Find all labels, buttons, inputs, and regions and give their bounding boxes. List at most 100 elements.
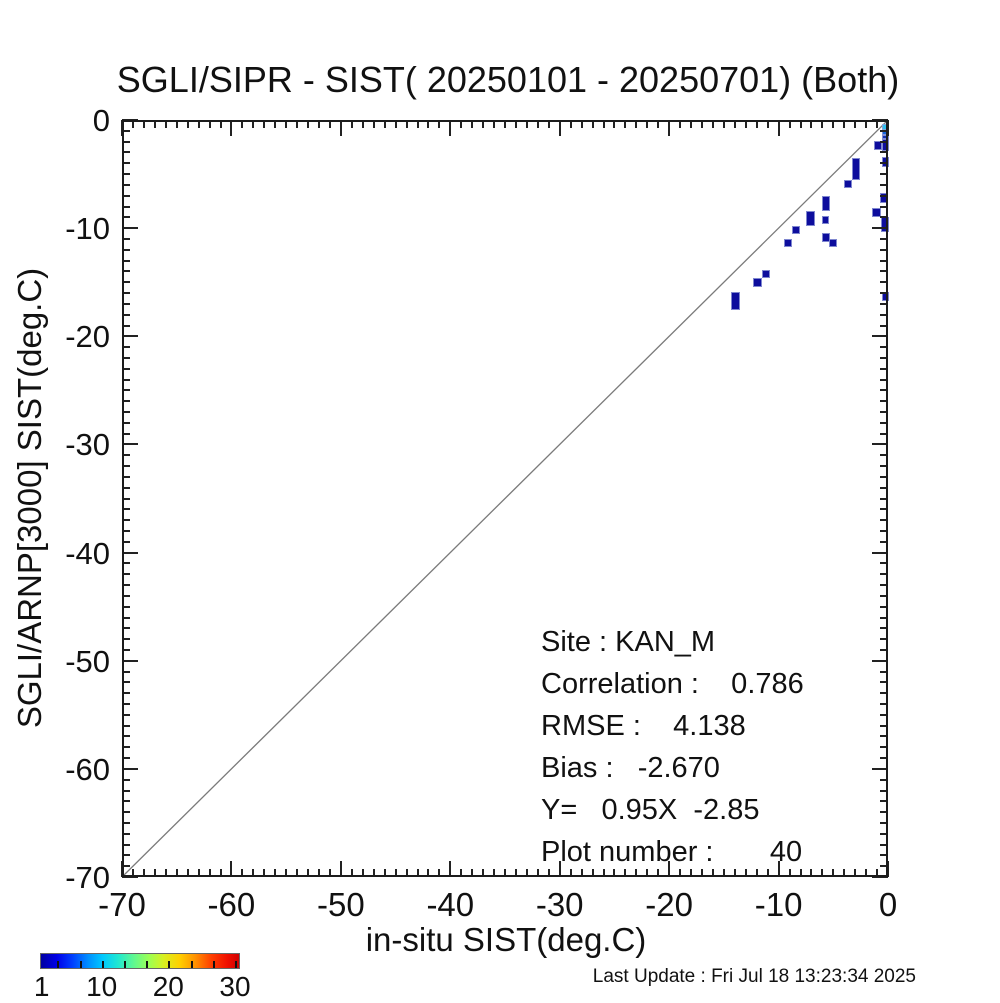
tick-mark: [880, 832, 888, 835]
tick-mark: [766, 120, 769, 128]
tick-mark: [252, 120, 255, 128]
x-tick-label: -70: [98, 886, 146, 923]
x-tick-label: -30: [535, 886, 584, 923]
tick-mark: [880, 162, 888, 165]
colorbar-tick: [79, 961, 82, 968]
tick-mark: [471, 869, 474, 877]
tick-mark: [755, 120, 758, 128]
tick-mark: [591, 869, 594, 877]
tick-mark: [274, 120, 277, 128]
tick-mark: [122, 724, 130, 727]
tick-mark: [131, 869, 134, 877]
tick-mark: [880, 183, 888, 186]
tick-mark: [880, 411, 888, 413]
tick-mark: [880, 173, 888, 176]
tick-mark: [122, 670, 130, 673]
tick-mark: [122, 238, 130, 240]
tick-mark: [613, 869, 616, 877]
tick-mark: [122, 151, 130, 154]
colorbar-label: 1: [33, 971, 50, 1002]
tick-mark: [624, 120, 627, 128]
tick-mark: [733, 120, 736, 128]
tick-mark: [153, 120, 156, 128]
y-tick-label: -20: [65, 319, 110, 355]
colorbar-tick: [101, 961, 104, 968]
tick-mark: [122, 465, 130, 468]
tick-mark: [880, 324, 888, 327]
tick-mark: [880, 389, 888, 392]
tick-mark: [880, 713, 888, 716]
tick-mark: [569, 869, 572, 877]
tick-mark: [471, 120, 474, 128]
density-bin: [731, 291, 741, 310]
tick-mark: [122, 800, 130, 803]
tick-mark: [880, 638, 888, 641]
tick-mark: [613, 120, 616, 128]
tick-mark: [122, 584, 130, 586]
tick-mark: [449, 120, 452, 136]
tick-mark: [580, 120, 583, 128]
tick-mark: [880, 129, 888, 132]
y-tick-label: -60: [65, 751, 110, 787]
tick-mark: [722, 120, 725, 128]
tick-mark: [602, 120, 605, 128]
tick-mark: [880, 205, 888, 208]
tick-mark: [722, 869, 725, 877]
tick-mark: [122, 605, 130, 608]
tick-mark: [690, 869, 692, 877]
tick-mark: [122, 843, 130, 846]
tick-mark: [438, 869, 441, 877]
x-tick-label: -60: [207, 886, 256, 923]
tick-mark: [711, 120, 714, 128]
tick-mark: [788, 120, 791, 128]
tick-mark: [122, 378, 130, 381]
tick-mark: [328, 869, 331, 877]
tick-mark: [197, 869, 200, 877]
tick-mark: [872, 227, 888, 230]
tick-mark: [821, 120, 824, 128]
density-bin: [822, 196, 830, 211]
tick-mark: [252, 869, 255, 877]
tick-mark: [504, 869, 506, 877]
tick-mark: [339, 861, 342, 877]
tick-mark: [514, 869, 517, 877]
tick-mark: [405, 869, 408, 877]
tick-mark: [880, 432, 888, 435]
tick-mark: [122, 821, 130, 824]
y-tick-label: 0: [92, 103, 110, 138]
tick-mark: [504, 120, 506, 128]
tick-mark: [122, 746, 130, 749]
tick-mark: [872, 443, 888, 446]
tick-mark: [799, 120, 802, 128]
tick-mark: [832, 869, 835, 877]
tick-mark: [122, 367, 130, 370]
tick-mark: [122, 119, 138, 121]
tick-mark: [646, 120, 649, 128]
tick-mark: [153, 869, 156, 877]
tick-mark: [122, 659, 138, 662]
x-tick-label: 0: [878, 886, 898, 923]
density-bin: [882, 139, 889, 151]
tick-mark: [880, 865, 888, 868]
tick-mark: [880, 584, 888, 586]
tick-mark: [361, 120, 364, 128]
tick-mark: [569, 120, 572, 128]
x-tick-label: -40: [426, 886, 475, 923]
y-axis-label: SGLI/ARNP[3000] SIST(deg.C): [11, 267, 48, 729]
tick-mark: [175, 120, 178, 128]
colorbar-tick: [123, 961, 126, 968]
x-tick-label: -20: [645, 886, 693, 923]
tick-mark: [810, 120, 813, 128]
tick-mark: [525, 120, 528, 128]
tick-mark: [880, 616, 888, 619]
tick-mark: [880, 627, 888, 630]
tick-mark: [880, 778, 888, 781]
tick-mark: [880, 378, 888, 381]
density-bin: [881, 217, 889, 232]
tick-mark: [880, 540, 888, 543]
tick-mark: [122, 616, 130, 619]
tick-mark: [122, 811, 130, 814]
tick-mark: [296, 869, 299, 877]
tick-mark: [657, 869, 660, 877]
tick-mark: [372, 120, 375, 128]
